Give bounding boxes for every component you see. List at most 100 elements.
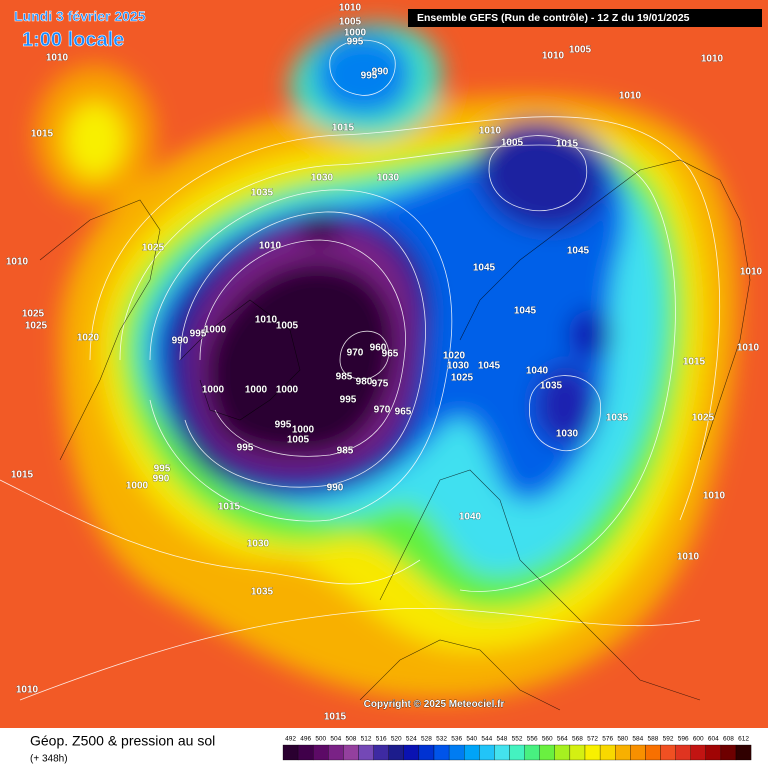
isobar-label: 1015 — [332, 123, 355, 134]
isobar-label: 1020 — [77, 333, 100, 344]
isobar-label: 1010 — [703, 491, 726, 502]
colorbar-label: 500 — [315, 736, 326, 743]
isobar-label: 990 — [172, 336, 189, 347]
isobar-label: 1005 — [501, 138, 524, 149]
colorbar-swatch — [328, 744, 344, 761]
isobar-label: 1025 — [25, 321, 48, 332]
colorbar-label: 504 — [330, 736, 341, 743]
colorbar-label: 528 — [421, 736, 432, 743]
isobar-label: 985 — [337, 446, 354, 457]
isobar-label: 1000 — [204, 325, 227, 336]
copyright: Copyright © 2025 Meteociel.fr — [364, 699, 505, 710]
run-info: Ensemble GEFS (Run de contrôle) - 12 Z d… — [417, 12, 690, 24]
footer-title: Géop. Z500 & pression au sol — [30, 733, 215, 749]
colorbar-label: 572 — [587, 736, 598, 743]
colorbar-swatch — [599, 744, 616, 761]
isobar-label: 1025 — [22, 309, 45, 320]
colorbar-label: 592 — [663, 736, 674, 743]
isobar-label: 990 — [372, 67, 389, 78]
colorbar-label: 524 — [406, 736, 417, 743]
colorbar-swatch — [403, 744, 420, 761]
isobar-label: 1000 — [202, 385, 225, 396]
isobar-label: 1005 — [276, 321, 299, 332]
isobar-label: 960 — [370, 343, 387, 354]
isobar-label: 1025 — [142, 243, 165, 254]
colorbar-swatch — [569, 744, 586, 761]
isobar-label: 1000 — [276, 385, 299, 396]
isobar-label: 1015 — [683, 357, 706, 368]
isobar-label: 1010 — [740, 267, 763, 278]
colorbar-label: 596 — [678, 736, 689, 743]
colorbar-swatch — [554, 744, 571, 761]
colorbar-label: 540 — [466, 736, 477, 743]
colorbar-swatch — [373, 744, 389, 761]
isobar-label: 1010 — [737, 343, 760, 354]
isobar-label: 995 — [347, 37, 364, 48]
isobar-label: 1035 — [251, 188, 274, 199]
isobar-label: 1010 — [255, 315, 278, 326]
colorbar-label: 520 — [391, 736, 402, 743]
colorbar-swatch — [433, 744, 450, 761]
date: Lundi 3 février 2025 — [14, 8, 146, 24]
colorbar-swatch — [584, 744, 601, 761]
colorbar-swatch — [720, 744, 737, 761]
colorbar-label: 560 — [542, 736, 553, 743]
colorbar-swatch — [418, 744, 435, 761]
colorbar-swatch — [282, 744, 299, 761]
run-banner — [408, 9, 762, 27]
isobar-label: 1000 — [126, 481, 149, 492]
isobars — [0, 39, 720, 701]
isobar-label: 1010 — [479, 126, 502, 137]
isobar-label: 980 — [356, 377, 373, 388]
colorbar-label: 612 — [738, 736, 749, 743]
isobar-label: 1045 — [473, 263, 496, 274]
isobar-label: 975 — [372, 379, 389, 390]
isobar-label: 990 — [327, 483, 344, 494]
colorbar-label: 576 — [602, 736, 613, 743]
colorbar-label: 608 — [723, 736, 734, 743]
isobar-label: 1020 — [443, 351, 466, 362]
colorbar-label: 556 — [527, 736, 538, 743]
colorbar-label: 496 — [300, 736, 311, 743]
isobar-label: 1010 — [46, 53, 69, 64]
isobar-label: 995 — [275, 420, 292, 431]
colorbar-label: 568 — [572, 736, 583, 743]
isobar-label: 970 — [374, 405, 391, 416]
isobar-label: 995 — [154, 464, 171, 475]
colorbar-label: 604 — [708, 736, 719, 743]
isobar-label: 1010 — [701, 54, 724, 65]
isobar-label: 1035 — [606, 413, 629, 424]
isobar-label: 965 — [382, 349, 399, 360]
colorbar-swatch — [690, 744, 706, 761]
colorbar-swatch — [313, 744, 329, 761]
isobar-label: 1010 — [542, 51, 565, 62]
colorbar-swatch — [675, 744, 691, 761]
colorbar: 492 496 500 504 508 512 516 520 524 528 532 536 540 5… — [282, 736, 752, 761]
isobar-label: 1015 — [556, 139, 579, 150]
isobar-label: 1005 — [339, 17, 362, 28]
colorbar-swatch — [388, 744, 404, 761]
colorbar-label: 544 — [481, 736, 492, 743]
isobar-label: 995 — [190, 329, 207, 340]
isobar-label: 1025 — [451, 373, 474, 384]
isobar-label: 1030 — [247, 539, 270, 550]
colorbar-label: 512 — [361, 736, 372, 743]
colorbar-swatch — [660, 744, 676, 761]
isobar-label: 965 — [395, 407, 412, 418]
isobar-label: 1015 — [218, 502, 241, 513]
isobar-label: 1040 — [526, 366, 549, 377]
isobar-label: 995 — [237, 443, 254, 454]
isobar-label: 985 — [336, 372, 353, 383]
coastlines — [39, 159, 751, 711]
footer-lead: (+ 348h) — [30, 754, 68, 765]
isobar-label: 1000 — [344, 28, 367, 39]
isobar-label: 1045 — [567, 246, 590, 257]
isobar-label: 1015 — [11, 470, 34, 481]
colorbar-label: 588 — [648, 736, 659, 743]
colorbar-swatch — [645, 744, 661, 761]
isobar-label: 1000 — [245, 385, 268, 396]
isobar-label: 1045 — [514, 306, 537, 317]
